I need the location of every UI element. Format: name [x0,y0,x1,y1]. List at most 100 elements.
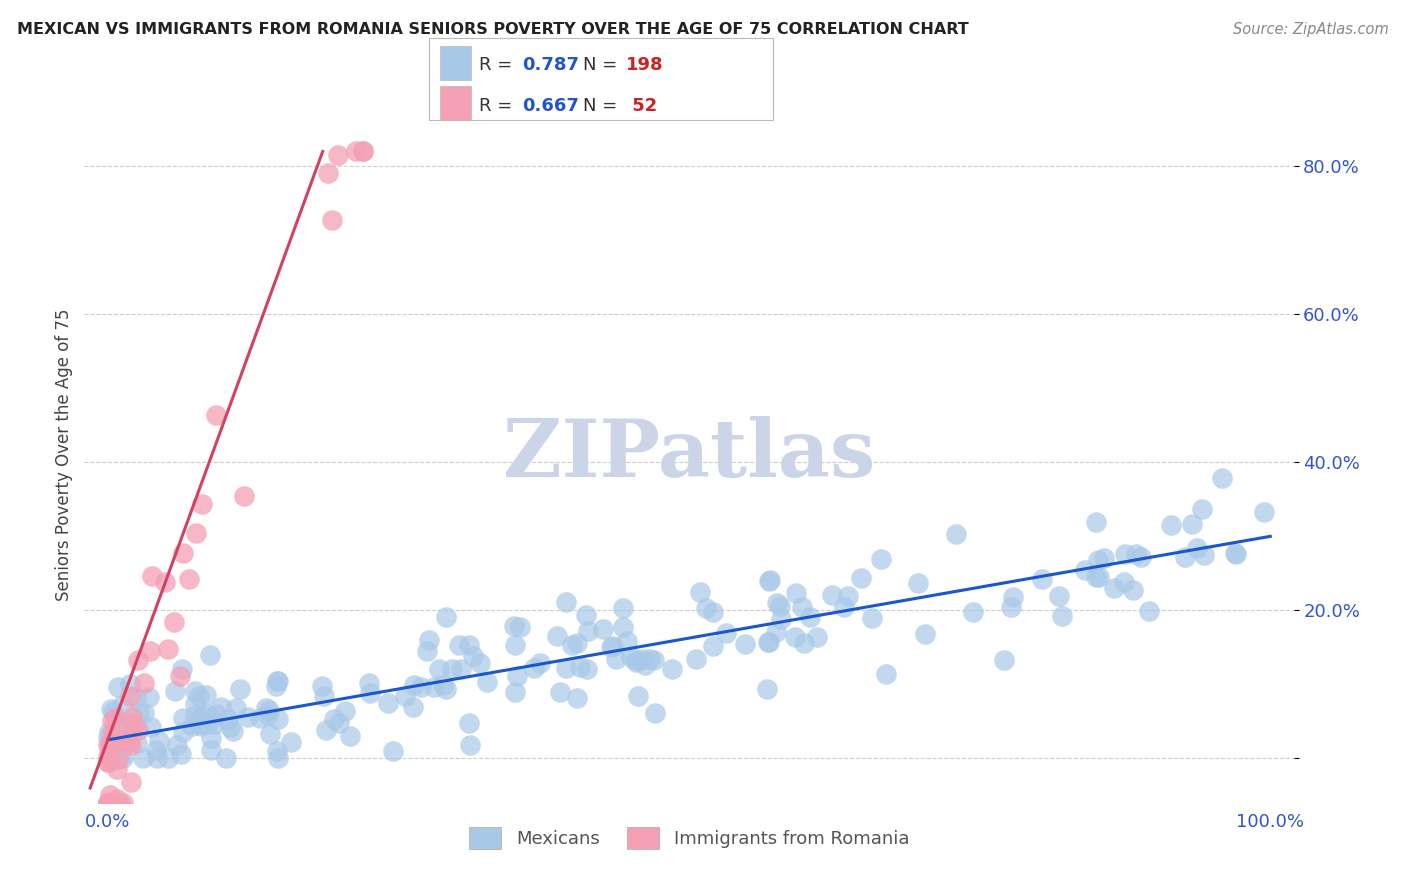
Point [105,792,128,806]
Point [104,709,127,723]
Text: 198: 198 [626,56,664,74]
Point [169,669,191,683]
Point [238,709,260,723]
Point [468,657,491,671]
Point [352,145,374,159]
Point [458,739,481,753]
Point [180,718,202,732]
Point [197,707,219,722]
Point [1194,548,1216,562]
Point [172,546,194,560]
Point [257,703,280,717]
Point [169,747,191,762]
Point [112,751,135,765]
Point [1125,547,1147,561]
Point [97,796,120,810]
Point [97,796,120,810]
Point [644,706,666,720]
Point [770,612,793,626]
Point [1174,549,1197,564]
Point [1137,604,1160,618]
Point [138,690,160,704]
Point [806,630,828,644]
Point [640,651,662,665]
Point [333,704,356,718]
Point [401,700,423,714]
Point [184,708,207,723]
Point [685,651,707,665]
Point [344,145,367,159]
Point [172,725,194,739]
Point [765,625,787,640]
Point [377,696,399,710]
Point [1088,570,1111,584]
Point [122,716,145,731]
Point [1087,553,1109,567]
Point [259,727,281,741]
Point [546,629,568,643]
Point [110,751,132,765]
Point [267,751,290,765]
Point [117,731,139,746]
Legend: Mexicans, Immigrants from Romania: Mexicans, Immigrants from Romania [461,820,917,856]
Point [605,652,627,666]
Point [1211,471,1233,485]
Point [503,619,526,633]
Point [120,689,142,703]
Point [328,715,350,730]
Point [98,751,121,765]
Point [1047,589,1070,603]
Point [202,717,225,731]
Point [626,655,648,669]
Point [423,680,446,694]
Text: R =: R = [479,96,519,115]
Point [125,690,148,704]
Point [254,700,277,714]
Point [132,706,155,720]
Point [163,615,186,629]
Point [1112,575,1135,590]
Point [427,662,450,676]
Point [1225,547,1247,561]
Point [117,735,139,749]
Point [450,663,472,677]
Point [1092,550,1115,565]
Point [756,681,779,696]
Point [616,634,638,648]
Point [177,573,200,587]
Point [785,586,807,600]
Point [249,711,271,725]
Point [200,731,222,745]
Point [766,596,789,610]
Point [107,751,129,765]
Point [734,637,756,651]
Point [121,724,143,739]
Point [432,677,454,691]
Point [758,635,780,649]
Point [1050,608,1073,623]
Point [394,689,416,703]
Point [266,712,288,726]
Point [759,573,782,587]
Point [104,711,127,725]
Point [110,732,132,747]
Text: R =: R = [479,56,519,74]
Point [198,648,221,662]
Point [215,751,238,765]
Point [101,714,124,729]
Point [145,751,167,765]
Point [1074,563,1097,577]
Point [860,611,883,625]
Point [323,713,346,727]
Text: 0.787: 0.787 [522,56,579,74]
Point [409,680,432,694]
Point [339,729,361,743]
Text: N =: N = [583,96,623,115]
Point [205,707,228,722]
Point [907,576,929,591]
Point [633,657,655,672]
Point [1225,546,1247,560]
Point [128,706,150,720]
Point [139,644,162,658]
Point [311,679,333,693]
